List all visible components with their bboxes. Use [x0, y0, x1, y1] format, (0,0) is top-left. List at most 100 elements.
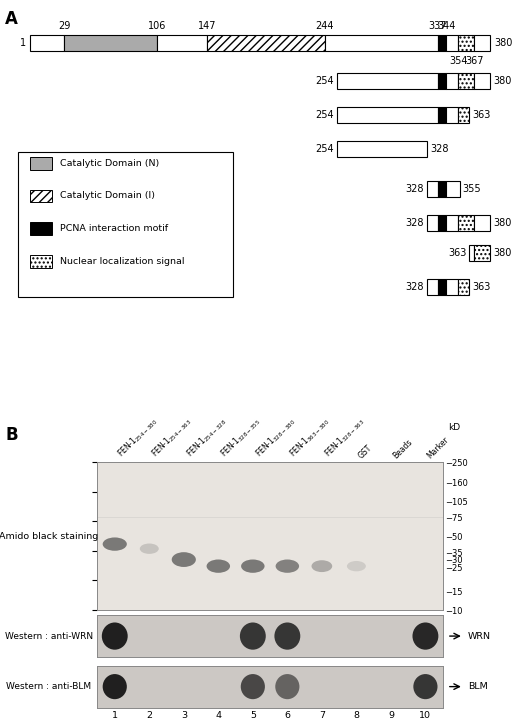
Ellipse shape — [311, 560, 332, 572]
Bar — [438, 215, 446, 231]
Text: FEN-1$_{254-380}$: FEN-1$_{254-380}$ — [115, 415, 160, 460]
Text: 254: 254 — [316, 144, 334, 154]
Bar — [446, 73, 458, 89]
Text: BLM: BLM — [468, 682, 487, 691]
Bar — [438, 35, 446, 51]
Bar — [446, 35, 458, 51]
Bar — [474, 245, 490, 261]
Bar — [458, 107, 470, 123]
Bar — [438, 107, 446, 123]
Text: 380: 380 — [494, 38, 512, 48]
Bar — [458, 215, 474, 231]
Text: FEN-1$_{254-328}$: FEN-1$_{254-328}$ — [184, 415, 229, 460]
Text: 6: 6 — [285, 711, 290, 720]
Ellipse shape — [413, 674, 437, 699]
Ellipse shape — [275, 674, 299, 699]
Text: 1: 1 — [112, 711, 118, 720]
Ellipse shape — [102, 622, 128, 650]
Text: kD: kD — [448, 423, 460, 432]
Text: 8: 8 — [354, 711, 359, 720]
Bar — [438, 73, 446, 89]
Text: 106: 106 — [148, 21, 167, 31]
Text: 355: 355 — [463, 184, 481, 194]
Ellipse shape — [172, 552, 196, 567]
Text: 363: 363 — [472, 110, 491, 120]
Text: 328: 328 — [405, 184, 424, 194]
Bar — [438, 279, 446, 295]
Text: 328: 328 — [430, 144, 448, 154]
Text: 380: 380 — [493, 218, 511, 228]
Bar — [30, 222, 52, 235]
Text: 2: 2 — [147, 711, 152, 720]
Text: Catalytic Domain (N): Catalytic Domain (N) — [60, 159, 159, 168]
Text: 367: 367 — [465, 56, 483, 66]
Ellipse shape — [347, 561, 366, 571]
Text: Amido black staining: Amido black staining — [0, 531, 99, 541]
Text: FEN-1$_{363-380}$: FEN-1$_{363-380}$ — [287, 415, 333, 460]
Text: Nuclear localization signal: Nuclear localization signal — [60, 257, 184, 266]
Text: FEN-1$_{254-363}$: FEN-1$_{254-363}$ — [149, 415, 194, 460]
Text: 29: 29 — [58, 21, 70, 31]
Text: 254: 254 — [316, 76, 334, 86]
Ellipse shape — [275, 622, 300, 650]
Text: 337: 337 — [428, 21, 447, 31]
Text: 5: 5 — [250, 711, 256, 720]
Text: Western : anti-WRN: Western : anti-WRN — [5, 632, 93, 640]
Bar — [158, 35, 207, 51]
Bar — [207, 35, 325, 51]
Bar — [18, 152, 233, 297]
Bar — [446, 107, 458, 123]
Text: 254: 254 — [316, 110, 334, 120]
Bar — [30, 255, 52, 268]
Bar — [446, 279, 458, 295]
Bar — [64, 35, 158, 51]
Text: 1: 1 — [20, 38, 26, 48]
Bar — [30, 35, 64, 51]
Ellipse shape — [276, 560, 299, 573]
Text: 9: 9 — [388, 711, 394, 720]
Text: 3: 3 — [181, 711, 187, 720]
Bar — [474, 215, 490, 231]
Ellipse shape — [413, 622, 438, 650]
Bar — [337, 107, 438, 123]
Text: FEN-1$_{328-355}$: FEN-1$_{328-355}$ — [218, 415, 263, 460]
Bar — [458, 35, 474, 51]
Bar — [458, 279, 470, 295]
Text: 10: 10 — [419, 711, 432, 720]
Ellipse shape — [240, 622, 266, 650]
Text: 380: 380 — [493, 248, 511, 258]
Ellipse shape — [207, 560, 230, 573]
Text: 380: 380 — [493, 76, 511, 86]
Text: A: A — [5, 9, 18, 27]
Text: 328: 328 — [405, 282, 424, 292]
Text: PCNA interaction motif: PCNA interaction motif — [60, 224, 168, 233]
Bar — [474, 73, 490, 89]
Bar — [446, 215, 458, 231]
Bar — [427, 279, 438, 295]
Text: 7: 7 — [319, 711, 325, 720]
Text: GST: GST — [356, 443, 374, 460]
Ellipse shape — [103, 674, 127, 699]
Bar — [337, 141, 427, 157]
Text: Beads: Beads — [391, 438, 414, 460]
Text: 363: 363 — [472, 282, 491, 292]
Text: 344: 344 — [437, 21, 455, 31]
Bar — [325, 35, 438, 51]
Bar — [470, 245, 474, 261]
Text: Western : anti-BLM: Western : anti-BLM — [6, 682, 91, 691]
Text: FEN-1$_{328-363}$: FEN-1$_{328-363}$ — [322, 415, 367, 460]
Ellipse shape — [140, 544, 159, 554]
Ellipse shape — [241, 674, 265, 699]
Bar — [427, 180, 438, 197]
Ellipse shape — [241, 560, 265, 573]
Text: Catalytic Domain (I): Catalytic Domain (I) — [60, 191, 155, 201]
Text: 363: 363 — [448, 248, 466, 258]
Bar — [337, 73, 438, 89]
Text: WRN: WRN — [468, 632, 491, 640]
Ellipse shape — [103, 537, 127, 551]
Text: 354: 354 — [449, 56, 467, 66]
Text: 4: 4 — [216, 711, 221, 720]
Bar — [474, 35, 490, 51]
Bar — [30, 157, 52, 170]
Text: FEN-1$_{328-380}$: FEN-1$_{328-380}$ — [253, 415, 298, 460]
